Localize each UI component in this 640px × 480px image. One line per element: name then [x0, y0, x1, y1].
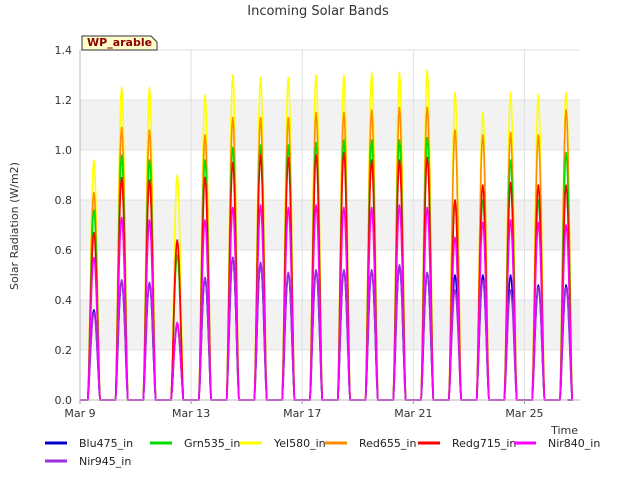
grid-band	[80, 300, 580, 350]
legend-item-label: Nir945_in	[79, 455, 131, 468]
y-tick-label: 0.8	[55, 194, 73, 207]
station-label: WP_arable	[87, 36, 152, 49]
legend: Blu475_in Grn535_in Yel580_in Red655_in Redg…	[45, 437, 600, 468]
y-tick-label: 1.4	[55, 44, 73, 57]
x-axis-label: Time	[550, 424, 578, 437]
y-tick-label: 1.0	[55, 144, 73, 157]
legend-item-label: Nir840_in	[548, 437, 600, 450]
legend-item-label: Redg715_in	[452, 437, 516, 450]
legend-item-label: Red655_in	[359, 437, 416, 450]
legend-item-label: Blu475_in	[79, 437, 133, 450]
x-tick-label: Mar 9	[64, 407, 95, 420]
y-tick-label: 1.2	[55, 94, 73, 107]
x-tick-label: Mar 25	[505, 407, 543, 420]
y-tick-label: 0.6	[55, 244, 73, 257]
y-tick-label: 0.0	[55, 394, 73, 407]
grid-lines	[79, 49, 580, 401]
chart-title: Incoming Solar Bands	[247, 4, 389, 19]
x-tick-label: Mar 13	[172, 407, 210, 420]
y-tick-label: 0.4	[55, 294, 73, 307]
x-tick-label: Mar 17	[283, 407, 321, 420]
legend-item-label: Grn535_in	[184, 437, 240, 450]
legend-item-label: Yel580_in	[273, 437, 326, 450]
grid-band	[80, 200, 580, 250]
grid-bands	[80, 100, 580, 350]
x-tick-label: Mar 21	[394, 407, 432, 420]
station-label-box: WP_arable	[81, 35, 158, 51]
y-ticks: 0.0 0.2 0.4 0.6 0.8 1.0 1.2 1.4	[55, 44, 73, 407]
y-axis-label: Solar Radiation (W/m2)	[8, 162, 21, 290]
y-tick-label: 0.2	[55, 344, 73, 357]
x-ticks: Mar 9 Mar 13 Mar 17 Mar 21 Mar 25	[64, 400, 544, 420]
grid-band	[80, 100, 580, 150]
